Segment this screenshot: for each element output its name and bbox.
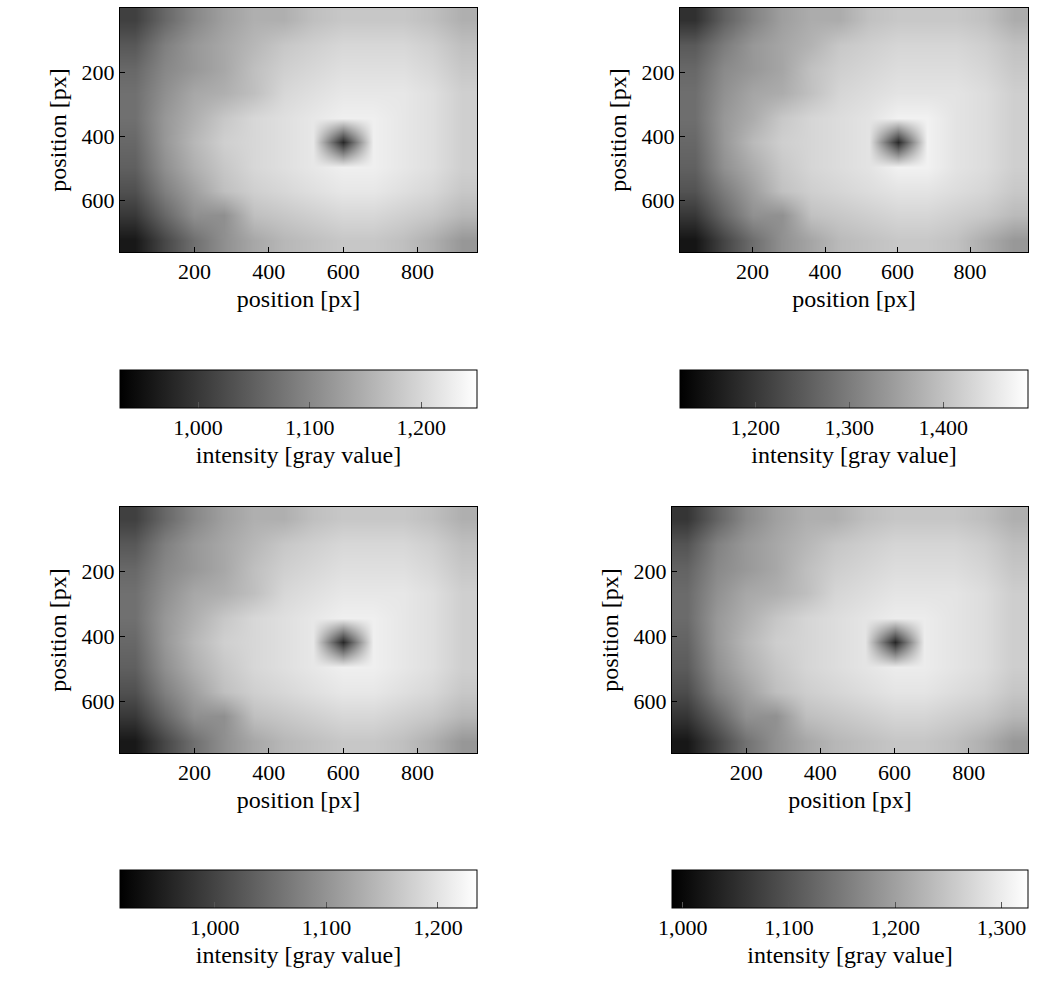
svg-text:400: 400 xyxy=(634,624,667,649)
svg-text:600: 600 xyxy=(82,689,115,714)
svg-text:600: 600 xyxy=(327,760,360,785)
svg-text:intensity [gray value]: intensity [gray value] xyxy=(196,942,401,968)
svg-text:600: 600 xyxy=(878,760,911,785)
svg-text:800: 800 xyxy=(954,259,987,284)
svg-text:intensity [gray value]: intensity [gray value] xyxy=(196,442,401,468)
svg-text:600: 600 xyxy=(642,188,675,213)
svg-text:200: 200 xyxy=(82,60,115,85)
svg-text:position [px]: position [px] xyxy=(605,68,631,191)
svg-text:1,000: 1,000 xyxy=(190,915,240,940)
svg-text:800: 800 xyxy=(401,760,434,785)
svg-text:400: 400 xyxy=(642,124,675,149)
svg-text:1,200: 1,200 xyxy=(396,415,446,440)
svg-text:position [px]: position [px] xyxy=(237,286,360,312)
svg-text:1,100: 1,100 xyxy=(302,915,352,940)
svg-text:position [px]: position [px] xyxy=(788,787,911,813)
svg-text:intensity [gray value]: intensity [gray value] xyxy=(747,942,952,968)
svg-text:position [px]: position [px] xyxy=(45,568,71,691)
svg-text:1,100: 1,100 xyxy=(764,915,814,940)
svg-text:400: 400 xyxy=(804,760,837,785)
svg-text:1,300: 1,300 xyxy=(977,915,1026,940)
svg-text:800: 800 xyxy=(952,760,985,785)
svg-text:600: 600 xyxy=(82,188,115,213)
svg-text:400: 400 xyxy=(82,124,115,149)
svg-text:200: 200 xyxy=(730,760,763,785)
svg-text:200: 200 xyxy=(736,259,769,284)
svg-text:800: 800 xyxy=(401,259,434,284)
svg-text:position [px]: position [px] xyxy=(597,568,623,691)
svg-text:200: 200 xyxy=(634,559,667,584)
svg-text:1,200: 1,200 xyxy=(413,915,463,940)
svg-text:200: 200 xyxy=(178,760,211,785)
svg-text:400: 400 xyxy=(252,760,285,785)
svg-text:400: 400 xyxy=(252,259,285,284)
svg-text:1,200: 1,200 xyxy=(730,415,780,440)
svg-text:600: 600 xyxy=(634,689,667,714)
svg-text:1,400: 1,400 xyxy=(919,415,969,440)
svg-text:400: 400 xyxy=(809,259,842,284)
svg-text:1,300: 1,300 xyxy=(825,415,875,440)
svg-text:1,200: 1,200 xyxy=(870,915,920,940)
svg-text:intensity [gray value]: intensity [gray value] xyxy=(751,442,956,468)
svg-text:position [px]: position [px] xyxy=(45,68,71,191)
svg-text:200: 200 xyxy=(642,60,675,85)
svg-text:600: 600 xyxy=(881,259,914,284)
svg-text:1,000: 1,000 xyxy=(173,415,223,440)
svg-text:200: 200 xyxy=(82,559,115,584)
svg-text:position [px]: position [px] xyxy=(792,286,915,312)
svg-text:600: 600 xyxy=(327,259,360,284)
svg-text:position [px]: position [px] xyxy=(237,787,360,813)
svg-text:400: 400 xyxy=(82,624,115,649)
svg-text:1,100: 1,100 xyxy=(285,415,335,440)
svg-text:200: 200 xyxy=(178,259,211,284)
svg-text:1,000: 1,000 xyxy=(658,915,708,940)
